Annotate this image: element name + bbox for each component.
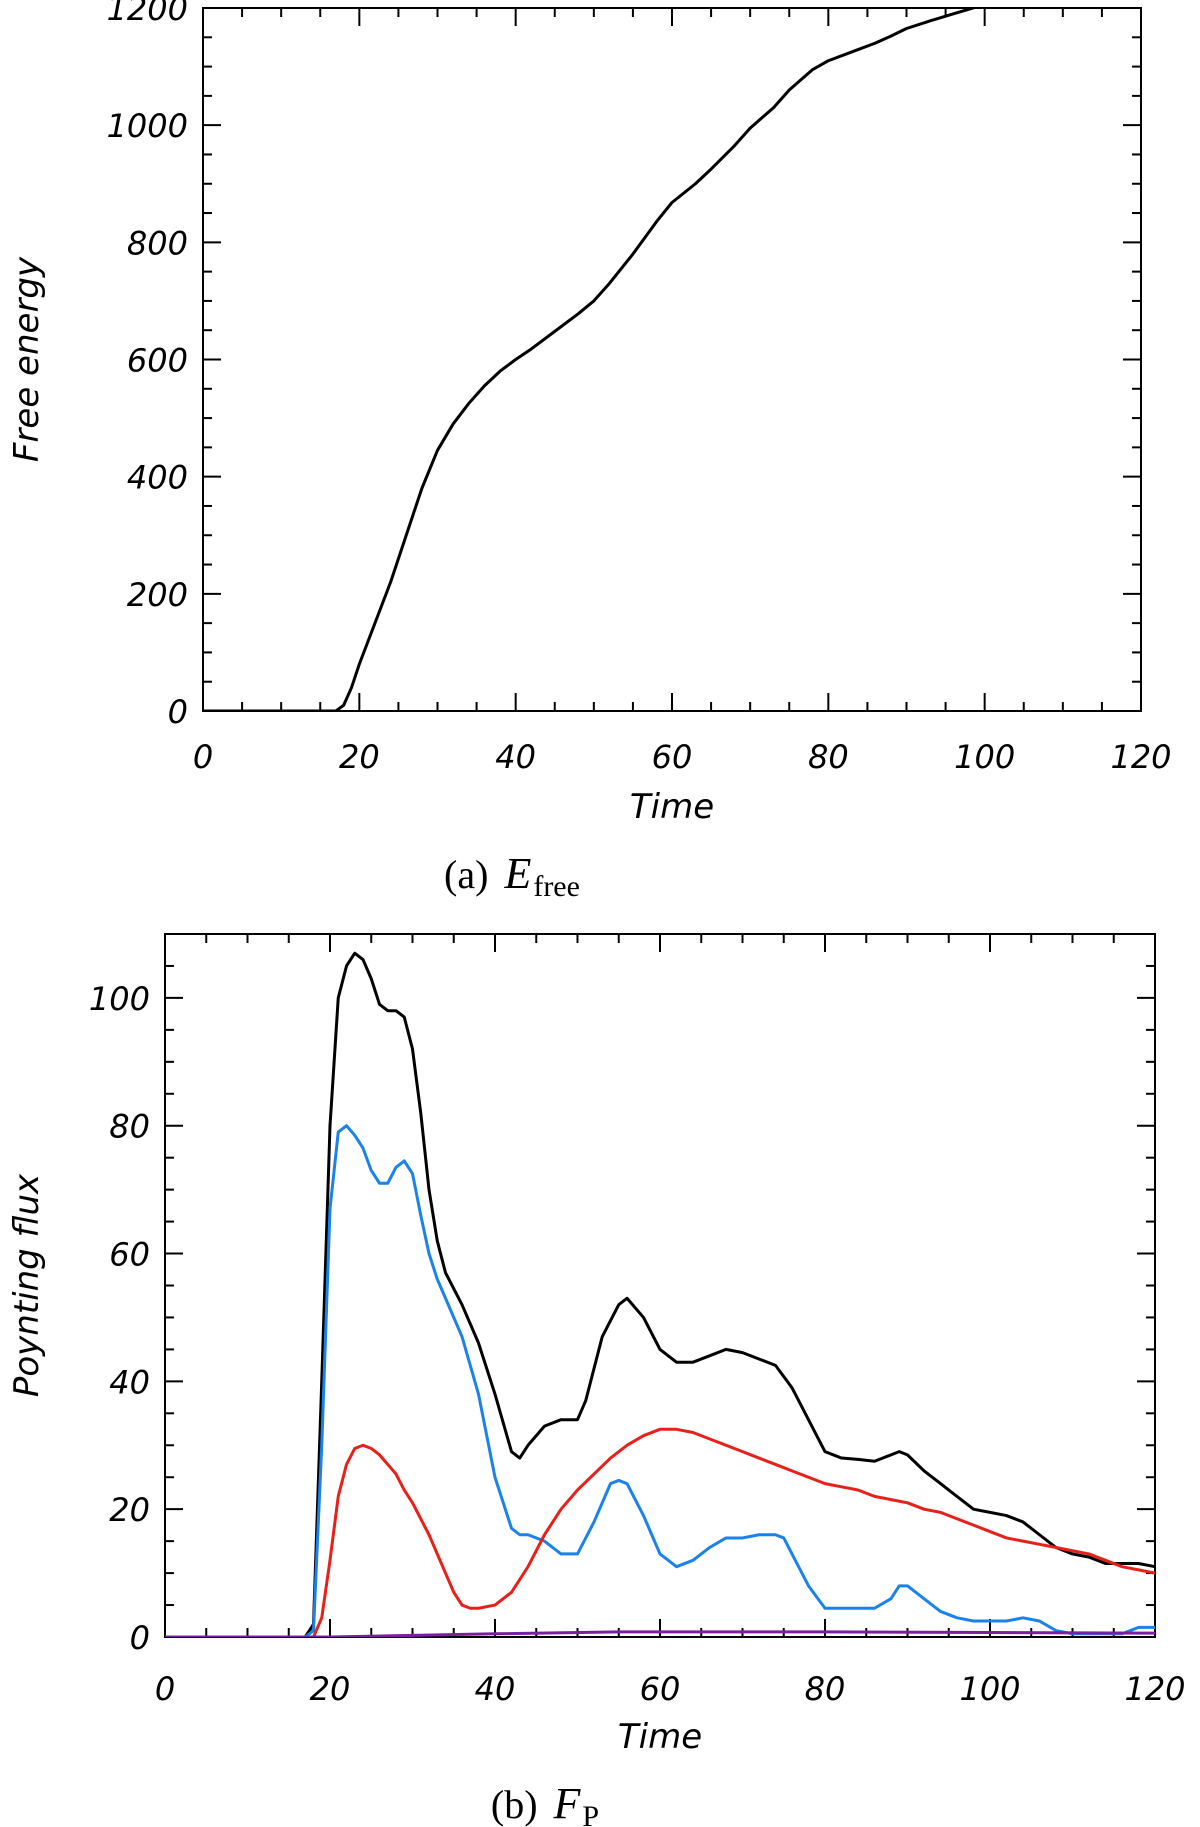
chart-b-caption-subscript: P bbox=[582, 1800, 599, 1827]
chart-b-y-tick-label: 60 bbox=[109, 1236, 150, 1274]
chart-b-series-line-2 bbox=[165, 1427, 1155, 1637]
chart-a-x-tick-label: 120 bbox=[1110, 738, 1171, 776]
chart-a-y-axis-title: Free energy bbox=[7, 256, 47, 462]
chart-a-y-tick-label: 1200 bbox=[107, 0, 188, 28]
chart-a-x-tick-label: 0 bbox=[193, 738, 213, 776]
chart-b-x-tick-label: 0 bbox=[155, 1670, 175, 1708]
chart-a-caption-prefix: (a) bbox=[444, 852, 488, 897]
chart-a-caption: (a) Efree bbox=[444, 849, 580, 903]
chart-b-x-tick-label: 80 bbox=[805, 1670, 846, 1708]
chart-a-x-tick-label: 60 bbox=[652, 738, 693, 776]
chart-a-x-tick-label: 40 bbox=[495, 738, 536, 776]
chart-a-y-tick-label: 600 bbox=[127, 342, 188, 380]
chart-b-y-tick-label: 0 bbox=[130, 1619, 150, 1657]
panel-a-free-energy: 0 20 40 60 80 100 120020040060080010001200Time… bbox=[7, 0, 1172, 903]
chart-b-y-tick-label: 80 bbox=[109, 1108, 150, 1146]
panel-b-poynting-flux: 0 20 40 60 80 100 120 0 20 40 60 80 100 Time Poynting … bbox=[7, 933, 1186, 1827]
chart-a-caption-symbol: E bbox=[503, 849, 531, 898]
chart-a-x-tick-label: 20 bbox=[339, 738, 380, 776]
chart-b-y-tick-label: 40 bbox=[109, 1363, 150, 1401]
chart-b-y-axis-title: Poynting flux bbox=[7, 1173, 47, 1397]
chart-b-y-tick-label: 100 bbox=[89, 980, 150, 1018]
chart-a-series-line-0 bbox=[203, 8, 979, 711]
chart-a-x-tick-label: 100 bbox=[954, 738, 1015, 776]
chart-b-y-tick-label: 20 bbox=[109, 1491, 150, 1529]
chart-b-caption-symbol: F bbox=[553, 1779, 582, 1827]
chart-b-series-line-3 bbox=[165, 1630, 1155, 1637]
chart-b-x-tick-label: 40 bbox=[475, 1670, 516, 1708]
chart-b-caption: (b) FP bbox=[491, 1779, 599, 1827]
chart-a-plot-frame bbox=[202, 7, 1142, 712]
chart-b-series-line-1 bbox=[165, 1124, 1155, 1637]
chart-a-y-tick-label: 0 bbox=[168, 693, 188, 731]
chart-b-x-tick-label: 20 bbox=[310, 1670, 351, 1708]
chart-b-x-tick-label: 120 bbox=[1124, 1670, 1185, 1708]
chart-a-y-tick-label: 800 bbox=[127, 224, 188, 262]
chart-b-plot-frame bbox=[164, 933, 1156, 1638]
chart-b-x-tick-label: 60 bbox=[640, 1670, 681, 1708]
chart-a-x-tick-label: 80 bbox=[808, 738, 849, 776]
chart-a-x-axis-title: Time bbox=[630, 787, 714, 827]
chart-b-x-tick-label: 100 bbox=[959, 1670, 1020, 1708]
chart-b-series-line-0 bbox=[165, 951, 1155, 1637]
chart-a-caption-subscript: free bbox=[533, 870, 580, 903]
chart-a-y-tick-label: 200 bbox=[127, 576, 188, 614]
chart-a-y-tick-label: 1000 bbox=[107, 107, 188, 145]
chart-b-x-axis-title: Time bbox=[618, 1717, 702, 1757]
chart-b-caption-prefix: (b) bbox=[491, 1782, 538, 1827]
chart-a-y-tick-label: 400 bbox=[127, 459, 188, 497]
